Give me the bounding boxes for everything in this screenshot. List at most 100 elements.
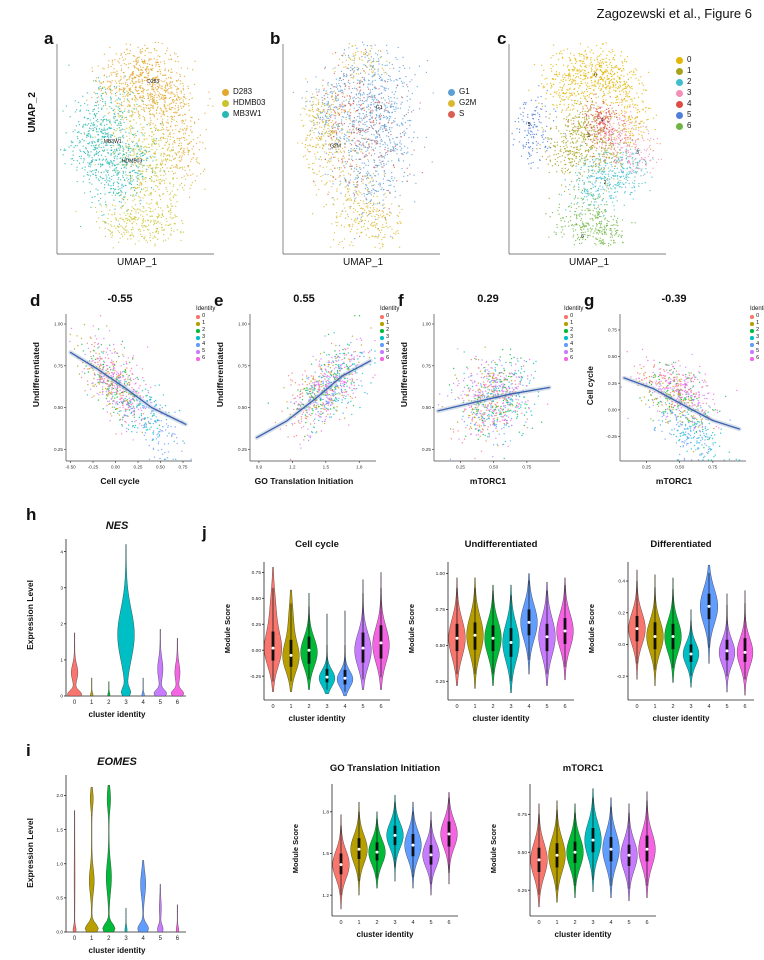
y-axis-label-h: Expression Level — [25, 580, 35, 650]
legend-dot-icon — [380, 335, 384, 340]
legend-dot-icon — [564, 335, 568, 340]
legend-label: 2 — [202, 327, 206, 333]
panel-letter-b: b — [270, 29, 281, 48]
legend-dot-icon — [676, 111, 683, 119]
legend-label: 0 — [570, 313, 574, 319]
legend-dot-icon — [676, 100, 683, 108]
x-axis-label-e: GO Translation Initiation — [254, 476, 354, 486]
umap-plot-b: G1 S G2M — [282, 40, 444, 255]
plot-title-mtorc1: mTORC1 — [562, 763, 604, 774]
legend-item: 1 — [564, 320, 583, 326]
legend-dot-icon — [380, 314, 384, 319]
panel-letter-e: e — [214, 291, 224, 310]
legend-identity-f: Identity 0 1 2 3 4 5 6 — [564, 306, 583, 363]
correlation-value-e: 0.55 — [293, 293, 315, 305]
panel-letter-h: h — [26, 505, 37, 524]
legend-dot-icon — [750, 314, 754, 319]
legend-dot-icon — [196, 349, 200, 354]
panel-letter-g: g — [584, 291, 595, 310]
legend-identity-d: Identity 0 1 2 3 4 5 6 — [196, 306, 215, 363]
legend-item: D283 — [222, 88, 265, 96]
legend-label: MB3W1 — [233, 109, 262, 118]
legend-label: 4 — [202, 341, 206, 347]
axis-label-umap1-a: UMAP_1 — [116, 257, 157, 268]
x-axis-label-j4: cluster identity — [356, 930, 414, 939]
legend-item: 5 — [750, 348, 764, 354]
x-axis-label-g: mTORC1 — [655, 476, 693, 486]
legend-item: 5 — [676, 111, 691, 119]
correlation-value-g: -0.39 — [661, 293, 687, 305]
violin-plot-mtorc1: 0.25 0.50 0.75 0 1 2 3 4 5 6 — [504, 778, 662, 930]
legend-identity-e: Identity 0 1 2 3 4 5 6 — [380, 306, 399, 363]
umap-plot-a: D283 MB3W1 HDMB03 — [56, 40, 218, 255]
legend-item: 6 — [196, 355, 215, 361]
legend-label: 5 — [386, 348, 390, 354]
legend-dot-icon — [750, 321, 754, 326]
x-axis-label-j1: cluster identity — [288, 714, 346, 723]
gene-title-eomes: EOMES — [97, 756, 137, 768]
legend-item: 1 — [750, 320, 764, 326]
axis-label-umap2: UMAP_2 — [27, 92, 38, 133]
legend-label: 4 — [386, 341, 390, 347]
legend-label: 0 — [386, 313, 390, 319]
legend-label: 5 — [687, 110, 692, 119]
legend-dot-icon — [196, 314, 200, 319]
legend-label: 6 — [386, 355, 390, 361]
legend-title: Identity — [380, 306, 400, 312]
panel-letter-f: f — [398, 291, 404, 310]
legend-label: 1 — [202, 320, 206, 326]
legend-dot-icon — [676, 89, 683, 97]
panel-letter-a: a — [44, 29, 54, 48]
legend-item: 2 — [676, 78, 691, 86]
legend-dot-icon — [750, 328, 754, 333]
legend-item: 0 — [380, 313, 399, 319]
legend-label: 3 — [386, 334, 390, 340]
svg-text:D283: D283 — [147, 79, 159, 85]
legend-dot-icon — [380, 356, 384, 361]
svg-text:S: S — [358, 129, 362, 135]
legend-label: 4 — [687, 99, 692, 108]
y-axis-label-j4: Module Score — [291, 824, 300, 874]
plot-title-goti: GO Translation Initiation — [329, 763, 441, 774]
legend-dot-icon — [196, 335, 200, 340]
svg-text:G1: G1 — [376, 105, 383, 111]
legend-item: G2M — [448, 99, 476, 107]
legend-label: 0 — [687, 55, 692, 64]
legend-label: 5 — [202, 348, 206, 354]
legend-label: 6 — [756, 355, 760, 361]
legend-label: 6 — [570, 355, 574, 361]
legend-dot-icon — [676, 67, 683, 75]
y-axis-label-j2: Module Score — [407, 604, 416, 654]
correlation-value-d: -0.55 — [107, 293, 133, 305]
legend-dot-icon — [380, 349, 384, 354]
legend-label: 0 — [756, 313, 760, 319]
legend-dot-icon — [750, 349, 754, 354]
legend-dot-icon — [448, 88, 455, 96]
legend-item: 3 — [564, 334, 583, 340]
legend-dot-icon — [448, 99, 455, 107]
legend-dot-icon — [676, 122, 683, 130]
scatter-plot-d: -0.50 -0.25 0.00 0.25 0.50 0.75 0.25 0.50 0.75 1.… — [46, 310, 194, 476]
y-axis-label-j3: Module Score — [587, 604, 596, 654]
legend-item: 3 — [750, 334, 764, 340]
scatter-plot-f: 0.25 0.50 0.75 0.25 0.50 0.75 1.00 — [414, 310, 562, 476]
legend-item: 0 — [676, 56, 691, 64]
legend-dot-icon — [564, 314, 568, 319]
legend-label: 3 — [570, 334, 574, 340]
legend-label: 1 — [687, 66, 692, 75]
x-axis-label-i: cluster identity — [88, 946, 146, 955]
legend-item: 5 — [564, 348, 583, 354]
x-axis-label-d: Cell cycle — [100, 476, 140, 486]
violin-plot-goti: 1.2 1.5 1.8 0 1 2 3 4 5 6 — [306, 778, 464, 930]
legend-label: G2M — [459, 98, 477, 107]
legend-label: 1 — [756, 320, 760, 326]
legend-item: 1 — [196, 320, 215, 326]
legend-item: 0 — [196, 313, 215, 319]
legend-item: 4 — [564, 341, 583, 347]
legend-item: HDMB03 — [222, 99, 265, 107]
legend-samples: D283 HDMB03 MB3W1 — [222, 88, 265, 121]
legend-label: 2 — [386, 327, 390, 333]
